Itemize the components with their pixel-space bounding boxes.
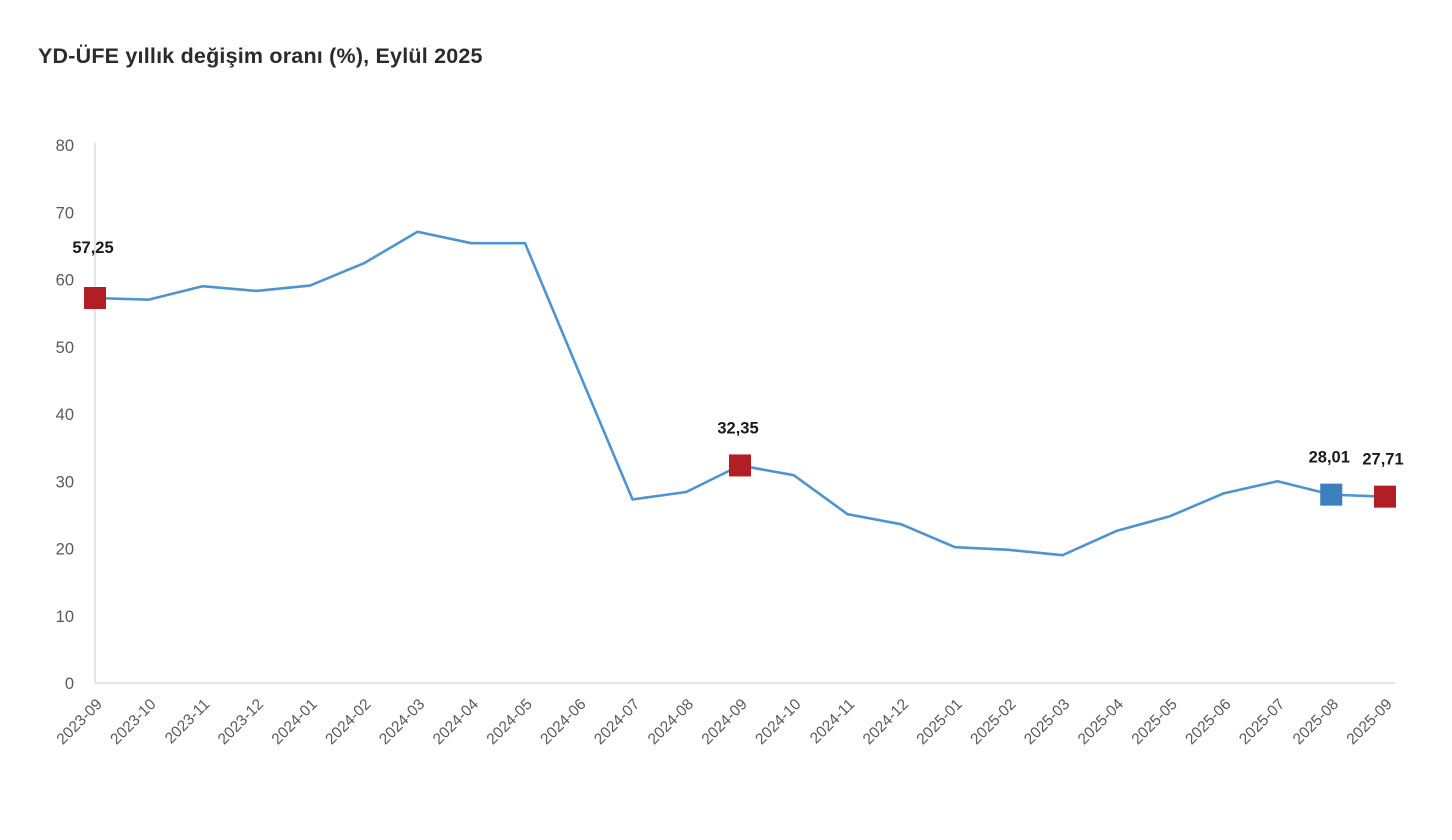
x-axis-tick-label: 2024-07	[591, 696, 643, 748]
x-axis-tick-label: 2024-04	[430, 696, 483, 749]
x-axis-tick-label: 2025-02	[967, 696, 1019, 748]
x-axis-tick-label: 2024-02	[322, 696, 374, 748]
x-axis-tick-label: 2023-11	[162, 696, 213, 747]
y-axis-tick-label: 60	[56, 272, 74, 290]
data-point-marker[interactable]	[84, 286, 106, 309]
x-axis-tick-label: 2025-06	[1182, 696, 1234, 748]
y-axis-tick-label: 0	[65, 675, 74, 693]
x-axis-tick-label: 2024-01	[269, 696, 321, 748]
x-axis-tick-label: 2025-04	[1075, 696, 1128, 749]
x-axis-tick-label: 2024-06	[537, 696, 589, 748]
x-axis-tick-label: 2025-01	[914, 696, 966, 748]
data-point-marker[interactable]	[1374, 485, 1396, 508]
x-axis-tick-label: 2023-12	[215, 696, 267, 748]
x-axis-tick-label: 2023-09	[54, 696, 106, 748]
y-axis-tick-label: 50	[56, 339, 74, 357]
x-axis-tick-label: 2024-10	[752, 696, 805, 749]
y-axis-tick-label: 10	[56, 608, 74, 626]
data-point-label: 32,35	[717, 419, 758, 437]
x-axis-tick-label: 2024-05	[484, 696, 536, 748]
x-axis-tick-label: 2024-03	[376, 696, 428, 748]
x-axis-tick-label: 2025-09	[1344, 696, 1396, 748]
y-axis-tick-label: 70	[56, 204, 74, 222]
data-point-marker[interactable]	[729, 454, 751, 477]
y-axis-tick-label: 20	[56, 541, 74, 559]
x-axis-tick-label: 2025-05	[1129, 696, 1181, 748]
y-axis-tick-label: 80	[56, 137, 74, 155]
x-axis-tick-label: 2024-11	[807, 696, 858, 747]
x-axis-tick-label: 2024-12	[860, 696, 912, 748]
x-axis-tick-label: 2025-03	[1021, 696, 1073, 748]
y-axis-tick-label: 40	[56, 406, 74, 424]
data-point-label: 57,25	[72, 239, 113, 257]
data-point-marker[interactable]	[1320, 483, 1343, 506]
x-axis-tick-label: 2024-08	[645, 696, 697, 748]
x-axis-tick-label: 2023-10	[107, 696, 160, 749]
x-axis-tick-label: 2025-07	[1236, 696, 1288, 748]
y-axis-tick-label: 30	[56, 473, 74, 491]
data-point-label: 28,01	[1309, 449, 1350, 467]
data-point-label: 27,71	[1362, 451, 1403, 469]
trend-line	[93, 230, 1387, 557]
x-axis-tick-label: 2025-08	[1290, 696, 1342, 748]
chart-title: YD-ÜFE yıllık değişim oranı (%), Eylül 2…	[38, 44, 483, 68]
x-axis-tick-label: 2024-09	[699, 696, 751, 748]
